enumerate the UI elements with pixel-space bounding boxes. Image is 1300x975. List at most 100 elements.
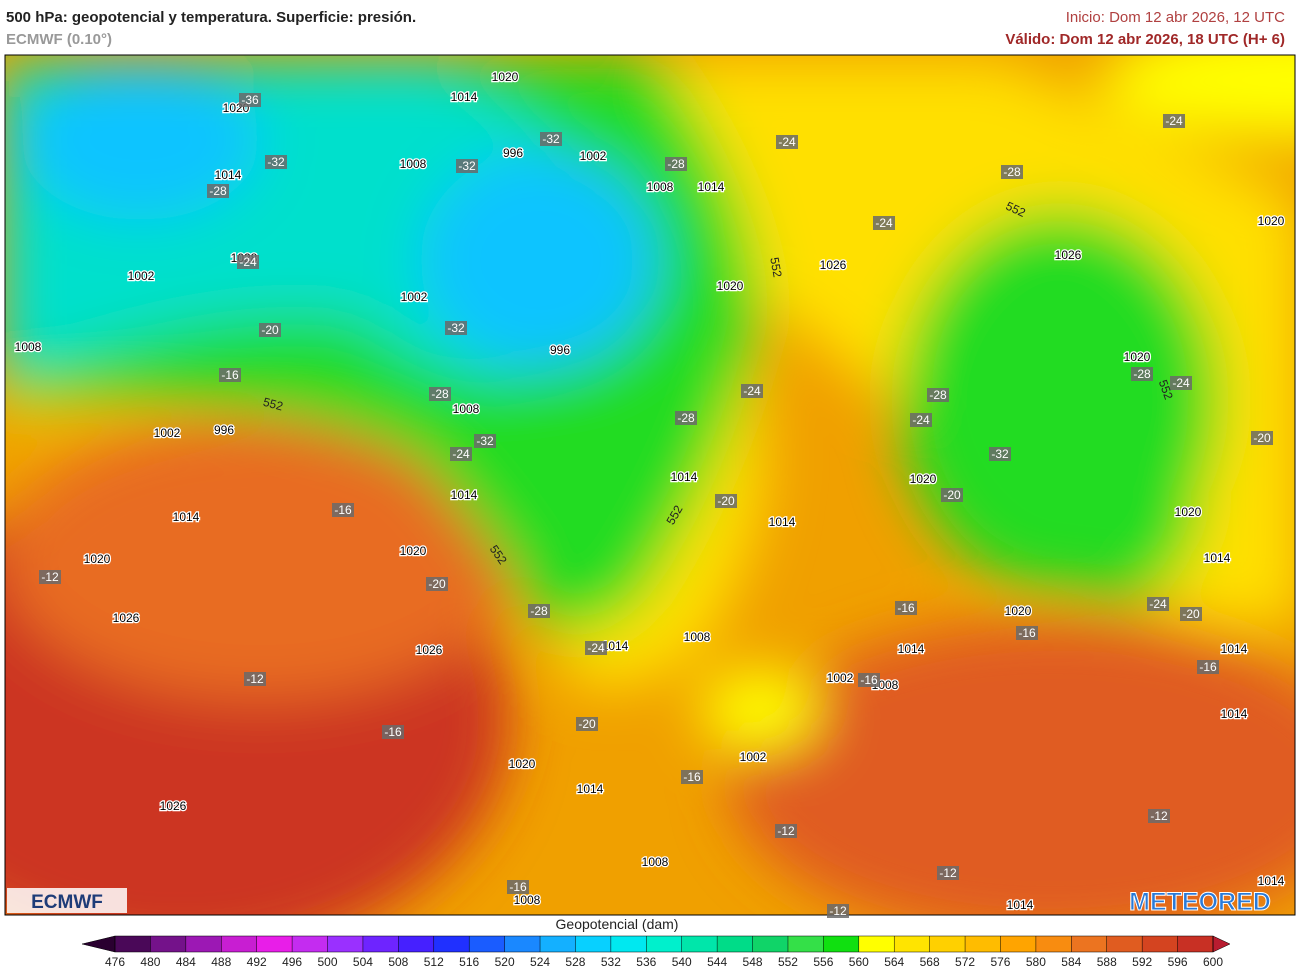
temperature-box	[429, 387, 451, 401]
isobar-label: 1020	[400, 544, 427, 558]
temperature-box	[507, 880, 529, 894]
temperature-box	[585, 641, 607, 655]
colorbar-tick-label: 568	[920, 955, 940, 969]
isobar-label: 1014	[1221, 707, 1248, 721]
isobar-label: 1020	[1124, 350, 1151, 364]
isobar-label: 1026	[160, 799, 187, 813]
colorbar-cell	[115, 936, 151, 952]
temperature-label: -32	[542, 132, 560, 146]
temperature-label: -20	[717, 494, 735, 508]
colorbar-tick-label: 580	[1026, 955, 1046, 969]
temperature-label: -12	[1150, 809, 1168, 823]
colorbar-tick-label: 544	[707, 955, 727, 969]
temperature-box	[858, 673, 880, 687]
temperature-label: -16	[1199, 660, 1217, 674]
temperature-box	[259, 323, 281, 337]
temperature-label: -20	[428, 577, 446, 591]
temperature-label: -20	[578, 717, 596, 731]
temperature-box	[456, 159, 478, 173]
isobar-label: 996	[550, 343, 570, 357]
temperature-box	[244, 672, 266, 686]
temperature-label: -12	[777, 824, 795, 838]
colorbar-cell	[433, 936, 470, 952]
isobar-label: 1026	[416, 643, 443, 657]
temperature-label: -28	[1133, 367, 1151, 381]
temperature-label: -24	[778, 135, 796, 149]
colorbar-tick-label: 552	[778, 955, 798, 969]
temperature-label: -12	[246, 672, 264, 686]
temperature-label: -28	[667, 157, 685, 171]
temperature-label: -24	[743, 384, 761, 398]
isobar-label: 1014	[1204, 551, 1231, 565]
colorbar-tick-label: 476	[105, 955, 125, 969]
colorbar-cell	[1035, 936, 1072, 952]
temperature-label: -20	[1253, 431, 1271, 445]
temperature-box	[927, 388, 949, 402]
temperature-box	[1197, 660, 1219, 674]
isobar-label: 1014	[698, 180, 725, 194]
isobar-label: 1002	[827, 671, 854, 685]
colorbar-cell	[362, 936, 399, 952]
temperature-box	[219, 368, 241, 382]
isobar-label: 1020	[910, 472, 937, 486]
colorbar-cell	[681, 936, 718, 952]
temperature-label: -32	[267, 155, 285, 169]
isobar-label: 1014	[1007, 898, 1034, 912]
temperature-label: -24	[875, 216, 893, 230]
colorbar-cell	[256, 936, 293, 952]
isobar-label: 1002	[740, 750, 767, 764]
isobar-label: 1020	[509, 757, 536, 771]
colorbar-tick-label: 556	[813, 955, 833, 969]
colorbar-tick-label: 536	[636, 955, 656, 969]
temperature-label: -36	[241, 93, 259, 107]
temperature-box	[540, 132, 562, 146]
isobar-label: 1014	[577, 782, 604, 796]
temperature-box	[576, 717, 598, 731]
colorbar-cell	[575, 936, 612, 952]
colorbar-tick-label: 528	[565, 955, 585, 969]
colorbar-tick-label: 500	[318, 955, 338, 969]
isobar-label: 1008	[642, 855, 669, 869]
temperature-label: -28	[530, 604, 548, 618]
colorbar-tick-label: 504	[353, 955, 373, 969]
colorbar-cell	[398, 936, 435, 952]
temperature-label: -20	[261, 323, 279, 337]
temperature-label: -24	[239, 255, 257, 269]
colorbar-cell	[504, 936, 541, 952]
temperature-label: -16	[897, 601, 915, 615]
isobar-label: 1014	[602, 639, 629, 653]
isobar-label: 1020	[1175, 505, 1202, 519]
isobar-label: 996	[503, 146, 523, 160]
colorbar-tick-label: 496	[282, 955, 302, 969]
temperature-box	[239, 93, 261, 107]
colorbar-tick-label: 520	[495, 955, 515, 969]
valid-time: Válido: Dom 12 abr 2026, 18 UTC (H+ 6)	[1005, 31, 1285, 48]
temperature-label: -32	[476, 434, 494, 448]
temperature-label: -24	[912, 413, 930, 427]
logo-box	[7, 888, 127, 913]
logo-ecmwf: ECMWF	[31, 892, 103, 913]
colorbar-tick-label: 588	[1097, 955, 1117, 969]
colorbar-tick-label: 540	[672, 955, 692, 969]
colorbar-tick-label: 524	[530, 955, 550, 969]
temperature-box	[426, 577, 448, 591]
temperature-box	[873, 216, 895, 230]
colorbar-tick-label: 516	[459, 955, 479, 969]
temperature-box	[895, 601, 917, 615]
isobar-label: 1014	[898, 642, 925, 656]
temperature-label: -20	[1182, 607, 1200, 621]
colorbar-cell	[1142, 936, 1179, 952]
logo-meteored: METEORED	[1129, 888, 1271, 916]
isobar-label: 1008	[453, 402, 480, 416]
isobar-label: 1020	[492, 70, 519, 84]
contour-label: 552	[262, 395, 285, 414]
subtitle: ECMWF (0.10°)	[6, 31, 112, 48]
isobar-label: 1008	[15, 340, 42, 354]
temperature-label: -24	[1149, 597, 1167, 611]
temperature-box	[715, 494, 737, 508]
map-frame	[4, 54, 1296, 916]
isobar-label: 1008	[400, 157, 427, 171]
temperature-box	[1170, 376, 1192, 390]
colorbar-tick-label: 572	[955, 955, 975, 969]
